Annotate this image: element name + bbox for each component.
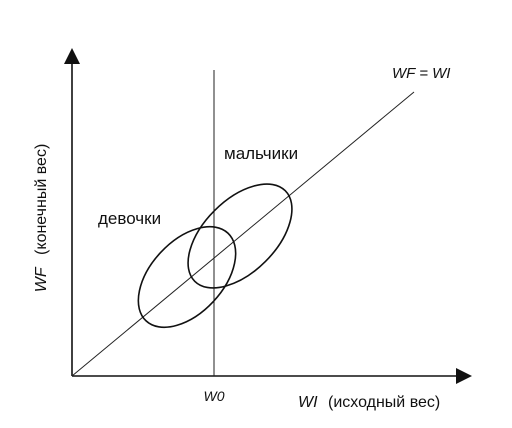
x-axis-label: WI (исходный вес) [298, 394, 440, 411]
identity-line-label: WF = WI [392, 65, 450, 82]
identity-line [71, 91, 415, 377]
ellipse-girls [137, 225, 237, 329]
ellipse-boys [187, 183, 293, 289]
svg-text:WF (конечный вес): WF (конечный вес) [33, 144, 50, 293]
label-boys: мальчики [224, 144, 298, 163]
y-axis-symbol: WF [33, 266, 50, 292]
label-girls: девочки [98, 209, 161, 228]
w0-tick-label: W0 [204, 388, 225, 404]
y-axis-text: (конечный вес) [33, 144, 50, 255]
x-axis-text: (исходный вес) [328, 394, 440, 411]
x-axis-symbol: WI [298, 394, 318, 411]
y-axis-label: WF (конечный вес) [33, 144, 50, 293]
